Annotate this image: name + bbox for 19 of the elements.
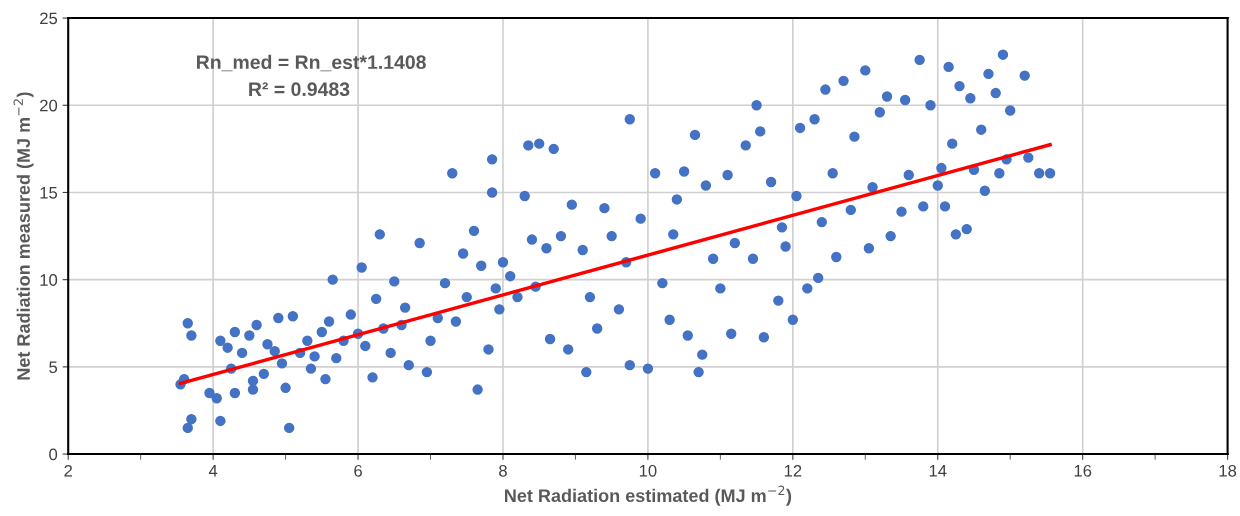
annotation: Rn_med = Rn_est*1.1408 bbox=[197, 54, 426, 72]
x-tick-label: 10 bbox=[639, 464, 657, 477]
y-tick-label: 0 bbox=[49, 448, 58, 461]
y-tick-label: 25 bbox=[40, 12, 58, 25]
x-tick-label: 16 bbox=[1074, 464, 1092, 477]
x-tick-label: 4 bbox=[208, 465, 218, 477]
x-tick-label: 18 bbox=[1219, 464, 1237, 477]
x-tick-label: 6 bbox=[354, 464, 362, 477]
x-tick-label: 12 bbox=[784, 464, 802, 477]
x-tick-label: 2 bbox=[64, 464, 72, 477]
x-tick-label: 8 bbox=[499, 464, 507, 477]
y-tick-label: 5 bbox=[49, 361, 58, 374]
y-tick-label: 20 bbox=[40, 99, 58, 112]
y-tick-label: 15 bbox=[40, 187, 58, 199]
y-axis-title: Net Radiation measured (MJ m$^{−2}$) bbox=[13, 92, 34, 380]
annotation: R² = 0.9483 bbox=[249, 82, 350, 97]
x-axis-title: Net Radiation estimated (MJ m$^{−2}$) bbox=[505, 485, 792, 506]
x-tick-label: 14 bbox=[929, 465, 947, 477]
y-tick-label: 10 bbox=[40, 274, 58, 286]
